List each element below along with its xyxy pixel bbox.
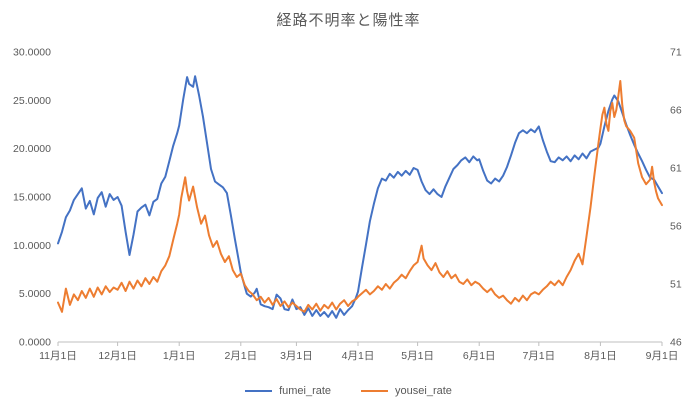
y-axis-label-right: 51 bbox=[670, 279, 682, 291]
chart-title: 経路不明率と陽性率 bbox=[276, 12, 421, 29]
series-line-yousei_rate bbox=[57, 80, 663, 313]
legend-swatch-yousei-rate bbox=[361, 389, 389, 393]
y-axis-label-right: 56 bbox=[670, 221, 682, 233]
x-axis-label: 2月1日 bbox=[224, 350, 257, 362]
x-axis-label: 7月1日 bbox=[522, 350, 555, 362]
legend-label-fumei-rate: fumei_rate bbox=[279, 385, 332, 397]
y-axis-label-left: 10.0000 bbox=[13, 240, 51, 252]
legend-item-fumei-rate: fumei_rate bbox=[245, 385, 331, 397]
y-axis-label-right: 61 bbox=[670, 163, 682, 175]
x-axis-label: 11月1日 bbox=[39, 350, 77, 362]
y-axis-label-left: 25.0000 bbox=[13, 95, 51, 107]
y-axis-label-left: 0.0000 bbox=[19, 337, 51, 349]
legend-swatch-fumei-rate bbox=[245, 389, 273, 393]
x-axis-label: 1月1日 bbox=[163, 350, 196, 362]
chart-legend: fumei_rate yousei_rate bbox=[0, 385, 697, 397]
x-axis-label: 5月1日 bbox=[401, 350, 434, 362]
series-line-fumei_rate bbox=[57, 75, 663, 319]
y-axis-label-left: 15.0000 bbox=[13, 192, 51, 204]
x-axis-label: 4月1日 bbox=[342, 350, 375, 362]
x-axis-label: 8月1日 bbox=[584, 350, 617, 362]
x-axis-label: 9月1日 bbox=[646, 350, 679, 362]
y-axis-label-right: 46 bbox=[670, 337, 682, 349]
legend-label-yousei-rate: yousei_rate bbox=[395, 385, 452, 397]
y-axis-label-left: 20.0000 bbox=[13, 143, 51, 155]
x-axis-label: 3月1日 bbox=[280, 350, 313, 362]
y-axis-label-right: 71 bbox=[670, 47, 682, 59]
x-axis-label: 12月1日 bbox=[98, 350, 137, 362]
y-axis-label-left: 30.0000 bbox=[13, 47, 51, 59]
y-axis-label-left: 5.0000 bbox=[19, 288, 51, 300]
y-axis-label-right: 66 bbox=[670, 105, 682, 117]
legend-item-yousei-rate: yousei_rate bbox=[361, 385, 452, 397]
x-axis-label: 6月1日 bbox=[463, 350, 496, 362]
